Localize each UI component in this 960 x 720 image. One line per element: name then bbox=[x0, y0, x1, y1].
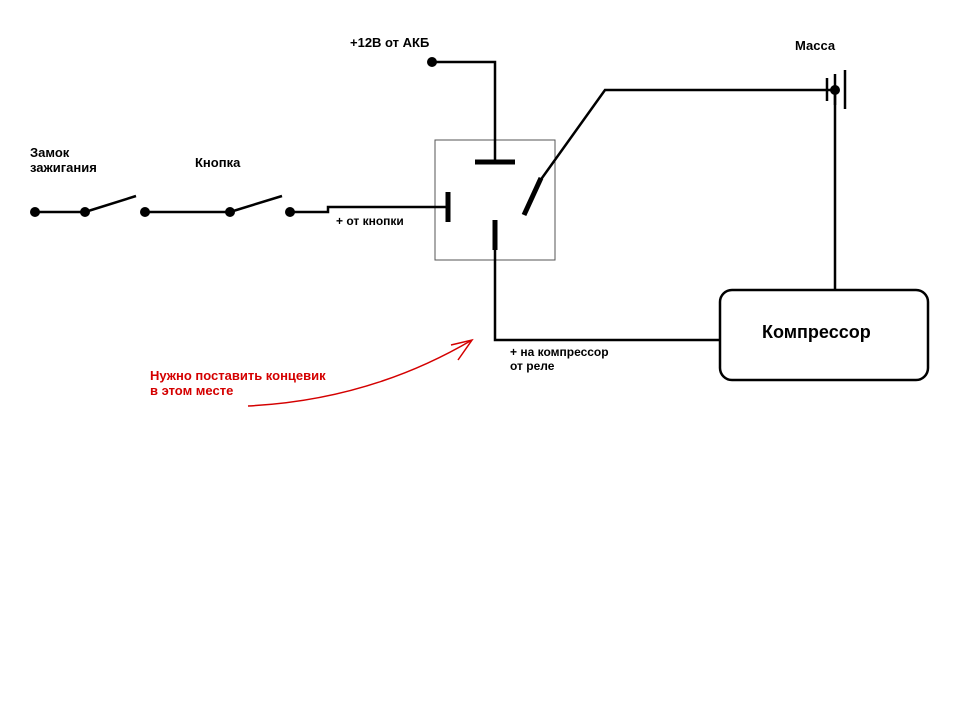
to-compressor-label: + на компрессор от реле bbox=[510, 345, 609, 373]
wire-ground-to-relay bbox=[537, 90, 835, 185]
button-label: Кнопка bbox=[195, 155, 240, 170]
from-battery-label: +12В от АКБ bbox=[350, 35, 429, 50]
switch2-arm bbox=[230, 196, 282, 212]
wire-button-to-relay bbox=[290, 207, 446, 212]
compressor-label: Компрессор bbox=[762, 322, 871, 343]
ground-label: Масса bbox=[795, 38, 835, 53]
switch1-arm bbox=[85, 196, 136, 212]
annotation-text: Нужно поставить концевик в этом месте bbox=[150, 368, 326, 398]
from-button-label: + от кнопки bbox=[336, 214, 404, 228]
ignition-label: Замок зажигания bbox=[30, 145, 97, 175]
wire-relay-to-compressor bbox=[495, 250, 720, 340]
circuit-diagram bbox=[0, 0, 960, 720]
wire-battery bbox=[432, 62, 495, 160]
